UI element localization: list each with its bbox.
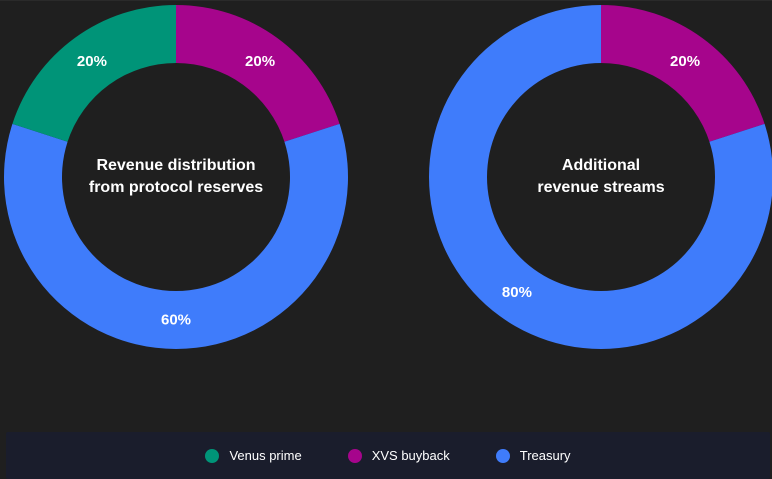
slice-treasury (3, 123, 348, 350)
donut-title-line: revenue streams (537, 179, 665, 196)
slice-label-treasury: 80% (502, 284, 532, 301)
slice-treasury (429, 5, 772, 349)
slice-label-xvs-buyback: 20% (670, 53, 700, 70)
chart-legend: Venus prime XVS buyback Treasury (6, 432, 770, 479)
legend-item-treasury: Treasury (495, 448, 571, 463)
donut-charts: 20% 60% 20% Revenue distribution from prot… (0, 1, 772, 431)
donut-title-protocol-reserves: Revenue distribution from protocol reser… (56, 155, 296, 199)
donut-title-additional-streams: Additional revenue streams (481, 155, 721, 199)
legend-dot (205, 448, 220, 463)
donut-title-line: from protocol reserves (88, 179, 264, 196)
legend-label: Treasury (519, 448, 571, 463)
donut-chart-additional-streams: 20% 80% (429, 5, 772, 349)
donut-title-line: Revenue distribution (96, 157, 256, 174)
donut-chart-protocol-reserves: 20% 60% 20% (3, 5, 348, 350)
slice-label-venus-prime: 20% (77, 53, 107, 70)
legend-label: XVS buyback (371, 448, 450, 463)
slice-venus-prime (12, 5, 177, 142)
donut-title-line: Additional (561, 157, 641, 174)
slice-xvs-buyback (601, 5, 765, 142)
legend-dot (347, 448, 362, 463)
legend-label: Venus prime (229, 448, 302, 463)
legend-item-xvs-buyback: XVS buyback (347, 448, 450, 463)
legend-dot (495, 448, 510, 463)
slice-xvs-buyback (176, 5, 340, 142)
legend-item-venus-prime: Venus prime (205, 448, 302, 463)
slice-label-xvs-buyback: 20% (245, 53, 275, 70)
slice-label-treasury: 60% (161, 312, 191, 329)
